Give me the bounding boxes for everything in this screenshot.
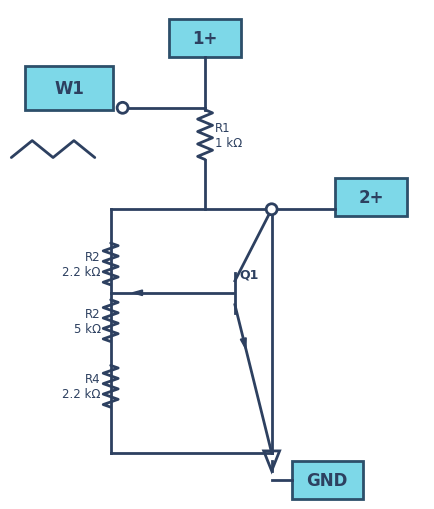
Text: R2
5 kΩ: R2 5 kΩ — [73, 307, 101, 335]
Circle shape — [266, 205, 276, 215]
Text: R4
2.2 kΩ: R4 2.2 kΩ — [62, 373, 101, 401]
Text: W1: W1 — [54, 80, 84, 98]
Text: GND: GND — [306, 471, 347, 489]
Polygon shape — [240, 338, 246, 350]
Text: R2
2.2 kΩ: R2 2.2 kΩ — [62, 250, 101, 278]
Text: Q1: Q1 — [239, 268, 259, 281]
FancyBboxPatch shape — [169, 20, 240, 58]
Circle shape — [117, 103, 128, 114]
Text: 1+: 1+ — [192, 30, 217, 48]
Text: 2+: 2+ — [358, 189, 383, 207]
Text: R1
1 kΩ: R1 1 kΩ — [214, 122, 242, 149]
Polygon shape — [132, 291, 142, 296]
FancyBboxPatch shape — [25, 67, 112, 110]
FancyBboxPatch shape — [335, 179, 406, 217]
FancyBboxPatch shape — [291, 461, 362, 499]
